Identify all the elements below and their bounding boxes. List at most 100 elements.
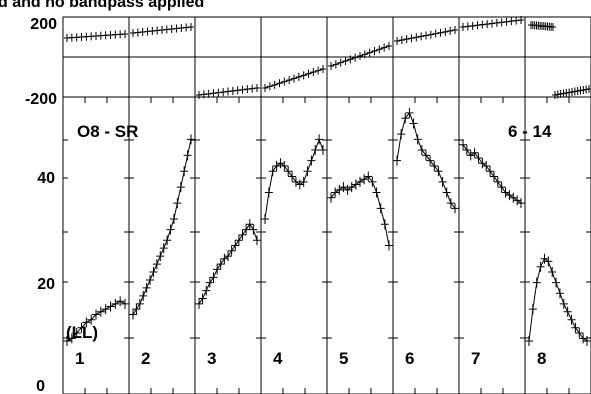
- phase-ytick-bottom: -200: [25, 91, 57, 108]
- phase-point: [229, 86, 236, 95]
- panel-number-label: 2: [141, 349, 150, 368]
- amp-point: [231, 240, 240, 251]
- phase-point: [262, 84, 268, 92]
- amp-series-line: [528, 258, 588, 342]
- amp-point: [536, 261, 545, 272]
- amp-traces: [63, 107, 591, 346]
- phase-point: [508, 17, 515, 26]
- phase-point: [489, 19, 495, 28]
- phase-point: [550, 23, 556, 31]
- amp-point: [571, 322, 580, 333]
- amp-point: [517, 198, 525, 209]
- amp-point: [82, 317, 91, 328]
- phase-point: [503, 17, 510, 26]
- phase-point: [464, 22, 471, 31]
- amp-point: [272, 160, 281, 171]
- phase-point: [513, 16, 520, 25]
- amp-point: [451, 203, 459, 214]
- amp-point: [462, 145, 471, 156]
- amp-point: [372, 187, 381, 198]
- amp-point: [152, 259, 161, 270]
- amp-point: [87, 314, 96, 325]
- amp-point: [146, 274, 155, 285]
- amp-point: [220, 253, 229, 264]
- amp-point: [169, 213, 178, 224]
- phase-traces: [64, 16, 591, 99]
- amp-point: [397, 129, 406, 140]
- phase-point: [442, 27, 449, 36]
- amp-point: [335, 184, 344, 195]
- amp-point: [129, 309, 137, 320]
- amp-point: [224, 251, 232, 262]
- amp-point: [149, 267, 158, 278]
- phase-point: [460, 23, 466, 31]
- amp-series-line: [198, 223, 258, 305]
- phase-point: [427, 30, 434, 39]
- phase-point: [320, 65, 326, 73]
- panel-number-label: 3: [207, 349, 216, 368]
- amp-point: [242, 224, 251, 235]
- amp-point: [466, 150, 475, 161]
- phase-point: [122, 30, 128, 38]
- amp-point: [563, 306, 572, 317]
- amp-point: [575, 328, 584, 339]
- amp-point: [173, 198, 182, 209]
- amp-point: [315, 134, 324, 145]
- amp-point: [195, 298, 203, 309]
- phase-point: [474, 21, 481, 30]
- amp-point: [307, 155, 316, 166]
- amp-point: [376, 203, 385, 214]
- phase-point: [276, 79, 283, 88]
- panel-number-label: 5: [339, 349, 348, 368]
- phase-point: [305, 69, 312, 78]
- amp-point: [493, 176, 502, 187]
- phase-point: [394, 37, 400, 45]
- amp-ytick-40: 40: [37, 170, 55, 187]
- amp-point: [501, 187, 510, 198]
- amp-point: [280, 160, 289, 171]
- phase-point: [332, 60, 339, 69]
- amp-point: [474, 152, 483, 163]
- amp-point: [311, 145, 320, 156]
- subtitle-left: O8 - SR: [77, 122, 138, 141]
- subtitle-right: 6 - 14: [508, 122, 552, 141]
- amp-point: [478, 158, 487, 169]
- phase-point: [352, 53, 359, 62]
- amp-point: [205, 277, 214, 288]
- phase-point: [244, 85, 251, 94]
- phase-ytick-top: 200: [30, 16, 57, 33]
- amp-point: [96, 306, 105, 317]
- phase-point: [205, 89, 212, 98]
- phase-point: [281, 77, 288, 86]
- phase-point: [437, 28, 444, 37]
- phase-point: [295, 72, 302, 81]
- phase-point: [225, 87, 231, 96]
- amp-point: [579, 333, 588, 344]
- phase-point: [196, 91, 202, 99]
- phase-point: [291, 74, 297, 83]
- amp-point: [356, 176, 364, 187]
- amp-point: [284, 166, 293, 177]
- amp-dividers: [63, 97, 591, 394]
- phase-panel: 200 -200: [25, 16, 591, 108]
- phase-point: [310, 68, 317, 77]
- amp-point: [548, 267, 557, 278]
- phase-point: [361, 50, 368, 59]
- amp-series-line: [132, 139, 192, 315]
- amp-point: [559, 298, 568, 309]
- amp-point: [288, 171, 297, 182]
- phase-point: [386, 42, 392, 50]
- phase-point: [518, 16, 524, 24]
- amplitude-panel: 0 20 40 1 2 3 4 5 6 7 8 O8 - SR 6 - 14 (LL): [36, 96, 591, 394]
- amp-point: [486, 166, 495, 177]
- phase-point: [234, 86, 241, 95]
- amp-point: [63, 335, 71, 346]
- panel-number-label: 6: [405, 349, 414, 368]
- phase-point: [423, 31, 429, 40]
- amp-point: [111, 298, 120, 309]
- amp-series-line: [264, 137, 324, 220]
- amp-point: [303, 166, 312, 177]
- amp-point: [405, 107, 414, 118]
- amp-point: [339, 182, 348, 193]
- amp-point: [364, 171, 373, 182]
